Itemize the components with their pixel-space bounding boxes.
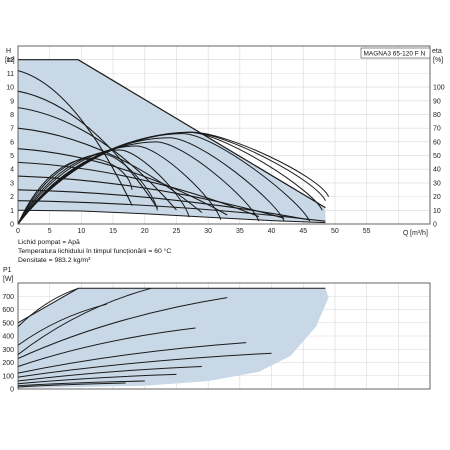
eta-tick-label: 40 <box>433 167 441 174</box>
head-max-curve <box>18 59 326 209</box>
flow-tick-label: 40 <box>268 228 276 235</box>
eta-tick-label: 80 <box>433 112 441 119</box>
head-tick-label: 1 <box>10 208 14 215</box>
model-label: MAGNA3 65-120 F N <box>364 51 426 58</box>
power-operating-region <box>18 288 329 389</box>
bottom-plot-frame <box>17 282 431 390</box>
power-axis-unit: [W] <box>3 276 14 283</box>
head-tick-label: 2 <box>10 194 14 201</box>
power-curve <box>17 287 152 355</box>
head-speed-curve <box>17 189 310 221</box>
head-axis-unit: [m] <box>5 57 15 64</box>
top-plot-frame <box>17 45 431 225</box>
flow-tick-label: 5 <box>48 228 52 235</box>
head-efficiency-chart: 0 5 10 15 20 25 30 35 40 45 50 55012345678910111201… <box>6 45 445 235</box>
info-line-temperature: Temperatura lichidului în timpul funcțio… <box>18 247 171 255</box>
power-tick-label: 500 <box>2 320 14 327</box>
flow-tick-label: 15 <box>109 228 117 235</box>
flow-tick-label: 55 <box>363 228 371 235</box>
model-label-box <box>360 47 431 59</box>
head-tick-label: 7 <box>10 126 14 133</box>
power-axis-title: P1 <box>3 267 12 274</box>
power-tick-label: 100 <box>2 373 14 380</box>
head-tick-label: 0 <box>10 222 14 229</box>
eta-axis-title: eta <box>432 48 442 55</box>
eta-tick-label: 10 <box>433 208 441 215</box>
eta-tick-label: 70 <box>433 126 441 133</box>
info-line-density: Densitate = 983.2 kg/m³ <box>18 257 91 264</box>
info-line-fluid: Lichid pompat = Apă <box>18 239 80 246</box>
head-axis-title: H <box>6 48 11 55</box>
efficiency-curve <box>17 141 260 225</box>
flow-tick-label: 30 <box>204 228 212 235</box>
efficiency-curve <box>17 131 330 225</box>
flow-tick-label: 50 <box>331 228 339 235</box>
head-tick-label: 8 <box>10 112 14 119</box>
power-curve <box>17 287 79 328</box>
eta-tick-label: 20 <box>433 194 441 201</box>
head-tick-label: 12 <box>6 57 14 64</box>
flow-tick-label: 0 <box>16 228 20 235</box>
power-curve <box>17 342 247 374</box>
eta-tick-label: 30 <box>433 180 441 187</box>
head-speed-curve <box>17 107 177 211</box>
power-tick-label: 600 <box>2 307 14 314</box>
power-chart: 0 100 200 300 400 500 600 700 <box>2 282 431 394</box>
flow-tick-label: 45 <box>299 228 307 235</box>
power-curve <box>17 382 126 388</box>
power-tick-label: 700 <box>2 294 14 301</box>
head-speed-curve <box>17 161 260 218</box>
head-speed-curve <box>17 148 228 216</box>
flow-axis-unit: [m³/h] <box>410 230 428 237</box>
eta-tick-label: 50 <box>433 153 441 160</box>
power-curve <box>17 327 196 367</box>
efficiency-curve <box>17 145 222 225</box>
head-tick-label: 11 <box>7 71 14 78</box>
head-tick-label: 5 <box>10 153 14 160</box>
power-curve <box>17 373 177 385</box>
flow-tick-label: 35 <box>236 228 244 235</box>
head-speed-curve <box>17 90 158 209</box>
flow-axis-title: Q <box>403 230 409 237</box>
head-tick-label: 3 <box>10 180 14 187</box>
power-curve <box>17 365 202 382</box>
power-tick-label: 400 <box>2 334 14 341</box>
power-curve <box>17 297 228 359</box>
eta-tick-label: 100 <box>433 85 445 92</box>
head-speed-curve <box>17 127 203 213</box>
eta-tick-label: 60 <box>433 139 441 146</box>
eta-axis-unit: [%] <box>433 57 443 64</box>
flow-tick-label: 25 <box>173 228 181 235</box>
head-tick-label: 4 <box>10 167 14 174</box>
efficiency-curve <box>17 149 190 225</box>
head-operating-region <box>18 59 326 223</box>
flow-tick-label: 20 <box>141 228 149 235</box>
eta-tick-label: 0 <box>433 222 437 229</box>
power-tick-label: 200 <box>2 360 14 367</box>
head-tick-label: 9 <box>10 98 14 105</box>
power-curve <box>17 352 272 378</box>
eta-tick-label: 90 <box>433 98 441 105</box>
head-tick-label: 6 <box>10 139 14 146</box>
power-curve <box>17 380 145 387</box>
power-tick-label: 300 <box>2 347 14 354</box>
power-tick-label: 0 <box>10 387 14 394</box>
head-min-curve <box>17 209 326 224</box>
head-speed-curve <box>17 200 326 222</box>
flow-tick-label: 10 <box>77 228 85 235</box>
head-tick-label: 10 <box>6 85 14 92</box>
head-speed-curve <box>17 70 133 206</box>
